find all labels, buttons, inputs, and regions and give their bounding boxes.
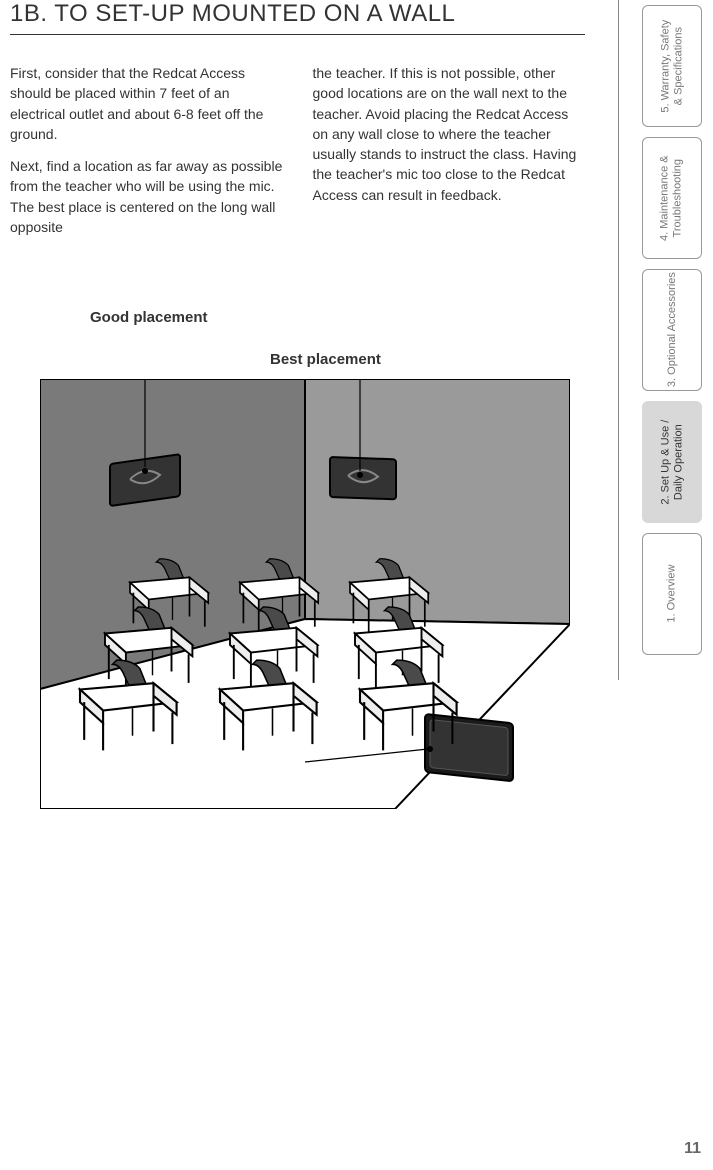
section-tabs: 5. Warranty, Safety& Specifications 4. M… (618, 0, 713, 680)
label-good-placement: Good placement (90, 309, 208, 326)
paragraph-2: Next, find a location as far away as pos… (10, 156, 283, 237)
tab-overview[interactable]: 1. Overview (642, 533, 702, 655)
page-number: 11 (684, 1140, 701, 1158)
speaker-avoid (425, 714, 513, 781)
tab-setup[interactable]: 2. Set Up & Use /Daily Operation (642, 401, 702, 523)
body-text: First, consider that the Redcat Access s… (10, 63, 585, 249)
tab-accessories[interactable]: 3. Optional Accessories (642, 269, 702, 391)
tab-warranty[interactable]: 5. Warranty, Safety& Specifications (642, 5, 702, 127)
room-illustration (40, 379, 570, 809)
tab-maintenance[interactable]: 4. Maintenance &Troubleshooting (642, 137, 702, 259)
paragraph-1: First, consider that the Redcat Access s… (10, 63, 283, 144)
section-title: 1B. TO SET-UP MOUNTED ON A WALL (10, 0, 585, 35)
label-best-placement: Best placement (270, 351, 381, 368)
paragraph-3: the teacher. If this is not possible, ot… (313, 63, 586, 205)
speaker-best (330, 457, 396, 499)
